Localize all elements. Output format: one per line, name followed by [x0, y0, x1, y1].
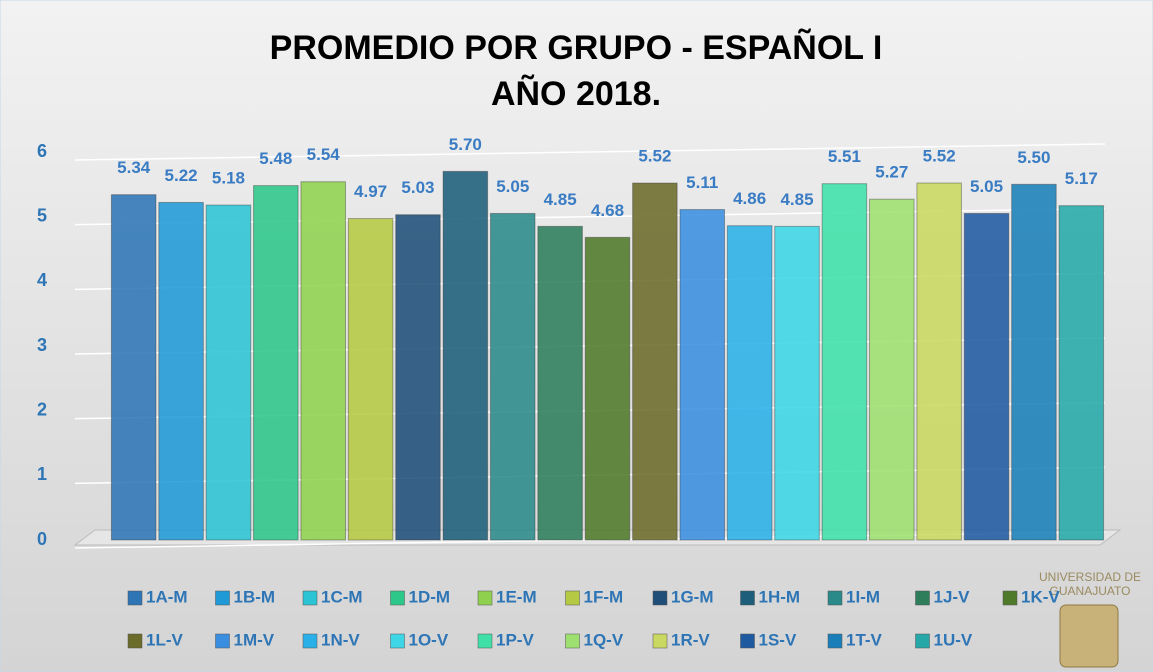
value-label: 4.97	[354, 182, 387, 201]
bar	[679, 209, 726, 541]
value-label: 4.86	[733, 189, 766, 208]
legend-label: 1D-M	[409, 587, 451, 606]
legend-label: 1T-V	[846, 630, 883, 649]
bar	[253, 185, 299, 541]
value-label: 5.34	[117, 158, 151, 177]
legend-swatch	[477, 590, 493, 606]
bar	[1011, 183, 1057, 541]
legend-label: 1N-V	[321, 630, 360, 649]
legend-swatch	[652, 633, 668, 649]
logo-text: UNIVERSIDAD DE	[1039, 570, 1141, 584]
legend-swatch	[915, 633, 930, 649]
y-tick-label: 1	[37, 464, 47, 484]
bar	[158, 201, 204, 541]
y-tick-label: 3	[37, 335, 47, 355]
legend-swatch	[565, 633, 580, 649]
value-label: 5.17	[1065, 169, 1098, 188]
bar	[584, 236, 631, 541]
legend-swatch	[215, 590, 230, 606]
legend-label: 1L-V	[146, 630, 184, 649]
legend-swatch	[302, 590, 318, 606]
value-label: 5.22	[165, 166, 198, 185]
chart-title: PROMEDIO POR GRUPO - ESPAÑOL I	[270, 29, 883, 67]
legend-swatch	[302, 633, 318, 649]
value-label: 5.03	[401, 178, 434, 197]
bar	[442, 170, 489, 541]
legend-swatch	[127, 633, 143, 649]
legend-swatch	[215, 633, 230, 649]
bar	[726, 225, 773, 541]
bar	[489, 212, 536, 541]
logo-text: GUANAJUATO	[1050, 584, 1131, 598]
legend-label: 1H-M	[759, 587, 801, 606]
value-label: 5.27	[875, 163, 908, 182]
logo-emblem	[1059, 604, 1119, 668]
bar	[205, 204, 252, 541]
legend-swatch	[740, 590, 755, 606]
value-label: 5.18	[212, 169, 245, 188]
value-label: 5.51	[828, 147, 861, 166]
bar	[774, 225, 820, 541]
legend-label: 1B-M	[234, 587, 276, 606]
value-label: 4.68	[591, 201, 624, 220]
legend-swatch	[565, 590, 580, 606]
legend-label: 1R-V	[671, 630, 710, 649]
legend-swatch	[827, 633, 843, 649]
legend-label: 1P-V	[496, 630, 534, 649]
value-label: 5.05	[496, 177, 529, 196]
value-label: 5.50	[1017, 148, 1050, 167]
legend-label: 1I-M	[846, 587, 880, 606]
legend-swatch	[652, 590, 668, 606]
legend-swatch	[127, 590, 143, 606]
bar	[632, 182, 678, 541]
y-tick-label: 6	[37, 141, 47, 161]
legend-label: 1S-V	[759, 630, 797, 649]
legend-label: 1M-V	[234, 630, 275, 649]
value-label: 5.05	[970, 177, 1003, 196]
y-tick-label: 5	[37, 205, 47, 225]
chart-subtitle: AÑO 2018.	[491, 75, 661, 113]
grid-line	[74, 143, 1106, 161]
legend-swatch	[740, 633, 755, 649]
y-tick-label: 0	[37, 529, 47, 549]
value-label: 5.52	[923, 147, 956, 166]
legend-swatch	[827, 590, 843, 606]
bar	[821, 183, 868, 541]
legend-swatch	[477, 633, 493, 649]
legend-label: 1Q-V	[584, 630, 624, 649]
legend-swatch	[1002, 590, 1018, 606]
bar	[347, 218, 394, 541]
bar	[300, 181, 346, 541]
value-label: 5.11	[686, 173, 718, 192]
y-tick-label: 4	[37, 270, 47, 290]
bar	[869, 198, 915, 541]
legend-label: 1O-V	[409, 630, 449, 649]
value-label: 4.85	[780, 190, 813, 209]
value-label: 5.54	[307, 145, 341, 164]
legend-label: 1E-M	[496, 587, 537, 606]
legend-label: 1G-M	[671, 587, 714, 606]
y-tick-label: 2	[37, 399, 47, 419]
legend-label: 1F-M	[584, 587, 624, 606]
bar	[110, 194, 157, 541]
bar	[395, 214, 441, 541]
legend-label: 1U-V	[934, 630, 973, 649]
legend-label: 1K-V	[1021, 587, 1060, 606]
legend-swatch	[390, 590, 405, 606]
bar	[916, 182, 962, 541]
legend-swatch	[915, 590, 930, 606]
bar	[963, 212, 1010, 541]
value-label: 4.85	[544, 190, 577, 209]
value-label: 5.70	[449, 135, 482, 154]
legend-swatch	[390, 633, 405, 649]
legend-label: 1C-M	[321, 587, 363, 606]
legend-label: 1J-V	[934, 587, 971, 606]
bar	[1058, 205, 1105, 541]
value-label: 5.48	[259, 149, 292, 168]
legend-label: 1A-M	[146, 587, 188, 606]
bar	[537, 225, 583, 541]
value-label: 5.52	[638, 147, 671, 166]
